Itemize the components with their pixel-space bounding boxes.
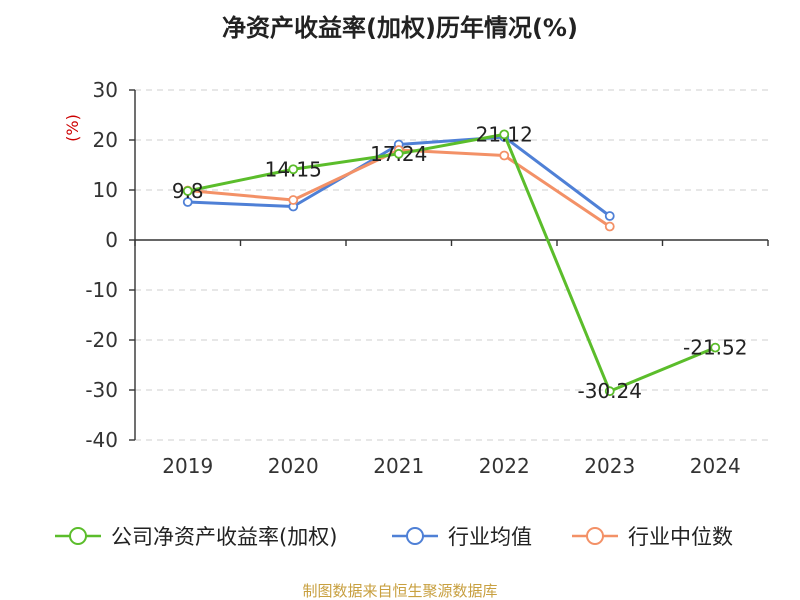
y-tick-label: -10 [85, 278, 118, 302]
data-point[interactable] [499, 150, 510, 161]
legend-swatch-marker [69, 527, 87, 545]
y-unit-label: (%) [63, 114, 82, 142]
legend-item[interactable]: 行业中位数 [572, 525, 733, 549]
legend-label: 行业均值 [448, 525, 532, 549]
data-point[interactable] [182, 186, 193, 196]
data-label: 21.12 [476, 122, 533, 146]
x-tick-label: 2023 [584, 454, 635, 478]
data-label: 14.15 [265, 157, 322, 181]
x-tick-label: 2021 [373, 454, 424, 478]
legend-swatch-marker [586, 527, 604, 545]
data-label: -30.24 [578, 379, 642, 403]
data-point[interactable] [604, 211, 615, 221]
legend-label: 行业中位数 [628, 525, 733, 549]
data-point[interactable] [710, 342, 721, 353]
y-tick-label: -30 [85, 378, 118, 402]
legend[interactable]: 公司净资产收益率(加权) 行业均值 行业中位数 [55, 525, 733, 549]
data-point[interactable] [604, 386, 615, 397]
series-line [187, 132, 716, 393]
y-tick-label: 30 [93, 78, 118, 102]
y-tick-label: -20 [85, 328, 118, 352]
grid-lines [135, 89, 768, 441]
data-point[interactable] [182, 197, 193, 207]
legend-item[interactable]: 行业均值 [392, 525, 532, 549]
data-point[interactable] [288, 164, 299, 175]
legend-item[interactable]: 公司净资产收益率(加权) [55, 525, 337, 549]
data-point[interactable] [604, 221, 615, 232]
series-lines [182, 129, 721, 397]
x-tick-label: 2019 [162, 454, 213, 478]
legend-label: 公司净资产收益率(加权) [111, 525, 337, 549]
legend-swatch-marker [406, 527, 424, 545]
y-tick-label: 10 [93, 178, 118, 202]
data-label: -21.52 [683, 336, 747, 360]
y-tick-label: -40 [85, 428, 118, 452]
data-labels: 9.8 14.15 17.24 21.12 -30.24 -21.52 [172, 122, 748, 403]
axes: 30 20 10 0 -10 -20 -30 -40 2019 2020 2021 2022 2023 2… [85, 78, 769, 478]
x-tick-label: 2020 [268, 454, 319, 478]
data-point[interactable] [288, 195, 299, 205]
data-label: 17.24 [370, 142, 427, 166]
y-tick-label: 0 [105, 228, 118, 252]
y-tick-label: 20 [93, 128, 118, 152]
data-point[interactable] [499, 129, 510, 140]
x-tick-label: 2022 [479, 454, 530, 478]
data-point[interactable] [393, 148, 404, 159]
chart-title: 净资产收益率(加权)历年情况(%) [222, 14, 578, 42]
data-label: 9.8 [172, 179, 204, 203]
x-tick-label: 2024 [690, 454, 741, 478]
source-note: 制图数据来自恒生聚源数据库 [302, 582, 497, 600]
